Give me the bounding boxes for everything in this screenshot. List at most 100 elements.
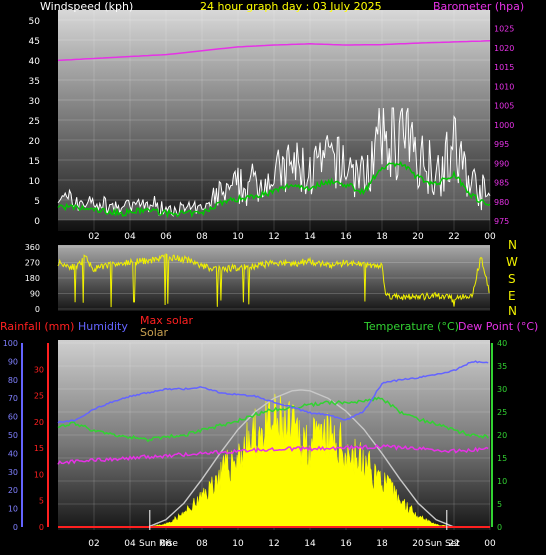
wind-x-tick-label: 12: [268, 232, 279, 242]
dir-tick-label: 270: [25, 259, 40, 268]
temp-tick-label: 15: [497, 454, 507, 463]
temp-x-tick-label: 22: [448, 539, 459, 549]
solar-label: Solar: [140, 326, 169, 339]
wind-avg-line: [57, 160, 491, 219]
rain-tick-label: 5: [39, 497, 44, 506]
compass-s: S: [508, 272, 516, 286]
humidity-line: [57, 360, 489, 424]
baro-tick-label: 1015: [494, 63, 514, 72]
rain-tick-label: 15: [34, 444, 44, 453]
temp-x-tick-label: 14: [304, 539, 316, 549]
temp-tick-label: 30: [497, 385, 507, 394]
wind-tick-label: 30: [29, 97, 41, 107]
wind-x-tick-label: 20: [412, 232, 424, 242]
rain-tick-label: 10: [34, 470, 44, 479]
humidity-tick-label: 90: [8, 357, 18, 366]
baro-tick-label: 975: [494, 217, 509, 226]
temp-x-tick-label: 08: [196, 539, 208, 549]
rain-tick-label: 30: [34, 365, 44, 374]
direction-line: [57, 253, 490, 308]
compass-e: E: [508, 289, 516, 303]
wind-x-tick-label: 00: [484, 232, 496, 242]
temp-tick-label: 20: [497, 431, 507, 440]
wind-tick-label: 45: [29, 37, 40, 47]
humidity-tick-label: 100: [3, 339, 18, 348]
temp-x-tick-label: 20: [412, 539, 424, 549]
wind-panel: [58, 10, 490, 231]
date-title: 24 hour graph day : 03 July 2025: [200, 0, 382, 13]
compass-w: W: [506, 255, 518, 269]
wind-tick-label: 10: [29, 177, 41, 187]
humidity-tick-label: 50: [8, 431, 18, 440]
dir-tick-label: 180: [25, 274, 40, 283]
temp-tick-label: 25: [497, 408, 507, 417]
dir-tick-label: 0: [35, 305, 40, 314]
dir-tick-label: 360: [25, 243, 40, 252]
humidity-tick-label: 80: [8, 376, 18, 385]
temp-x-tick-label: 04: [124, 539, 136, 549]
wind-x-tick-label: 14: [304, 232, 316, 242]
temp-x-tick-label: 10: [232, 539, 244, 549]
baro-tick-label: 1025: [494, 25, 514, 34]
compass-n: N: [508, 238, 517, 252]
baro-tick-label: 1005: [494, 102, 514, 111]
temp-x-tick-label: 00: [484, 539, 496, 549]
baro-tick-label: 995: [494, 140, 509, 149]
wind-tick-label: 20: [29, 137, 41, 147]
rainfall-label: Rainfall (mm): [0, 320, 74, 333]
wind-x-tick-label: 04: [124, 232, 136, 242]
wind-tick-label: 5: [34, 197, 40, 207]
baro-tick-label: 1020: [494, 44, 514, 53]
sunrise-label: Sun Rise: [139, 539, 178, 549]
rain-tick-label: 20: [34, 418, 44, 427]
wind-gust-area: [58, 108, 490, 220]
baro-title: Barometer (hpa): [433, 0, 524, 13]
baro-tick-label: 1010: [494, 82, 514, 91]
temp-tick-label: 40: [497, 339, 507, 348]
sunset-label: Sun Set: [425, 539, 460, 549]
wind-x-tick-label: 06: [160, 232, 172, 242]
wind-x-tick-label: 16: [340, 232, 352, 242]
wind-tick-label: 35: [29, 77, 40, 87]
humidity-tick-label: 40: [8, 449, 18, 458]
temperature-line: [57, 396, 489, 443]
temp-x-tick-label: 12: [268, 539, 279, 549]
wind-tick-label: 0: [34, 217, 40, 227]
humidity-tick-label: 70: [8, 394, 18, 403]
compass-n2: N: [508, 304, 517, 318]
temp-x-tick-label: 16: [340, 539, 352, 549]
humidity-tick-label: 30: [8, 468, 18, 477]
dir-tick-label: 90: [30, 290, 40, 299]
wind-x-tick-label: 22: [448, 232, 459, 242]
wind-gust-line: [57, 107, 491, 217]
temp-tick-label: 35: [497, 362, 507, 371]
wind-x-tick-label: 08: [196, 232, 208, 242]
wind-x-tick-label: 18: [376, 232, 388, 242]
rain-tick-label: 25: [34, 392, 44, 401]
temp-x-tick-label: 06: [160, 539, 172, 549]
dewpoint-line: [57, 443, 489, 465]
maxsolar-line: [147, 389, 455, 528]
barometer-line: [57, 40, 491, 62]
temperature-label: Temperature (°C): [363, 320, 459, 333]
temp-tick-label: 5: [497, 500, 502, 509]
baro-tick-label: 980: [494, 198, 509, 207]
temp-x-tick-label: 02: [88, 539, 99, 549]
wind-tick-label: 50: [29, 17, 41, 27]
humidity-tick-label: 10: [8, 505, 18, 514]
baro-tick-label: 985: [494, 179, 509, 188]
wind-x-tick-label: 10: [232, 232, 244, 242]
wind-tick-label: 40: [29, 57, 41, 67]
humidity-label: Humidity: [78, 320, 128, 333]
temp-tick-label: 10: [497, 477, 507, 486]
maxsolar-label: Max solar: [140, 314, 193, 327]
wind-tick-label: 15: [29, 157, 40, 167]
solar-area: [147, 393, 455, 528]
humidity-tick-label: 20: [8, 486, 18, 495]
baro-tick-label: 1000: [494, 121, 514, 130]
wind-tick-label: 25: [29, 117, 40, 127]
baro-tick-label: 990: [494, 159, 509, 168]
temp-tick-label: 0: [497, 523, 502, 532]
humidity-tick-label: 0: [13, 523, 18, 532]
